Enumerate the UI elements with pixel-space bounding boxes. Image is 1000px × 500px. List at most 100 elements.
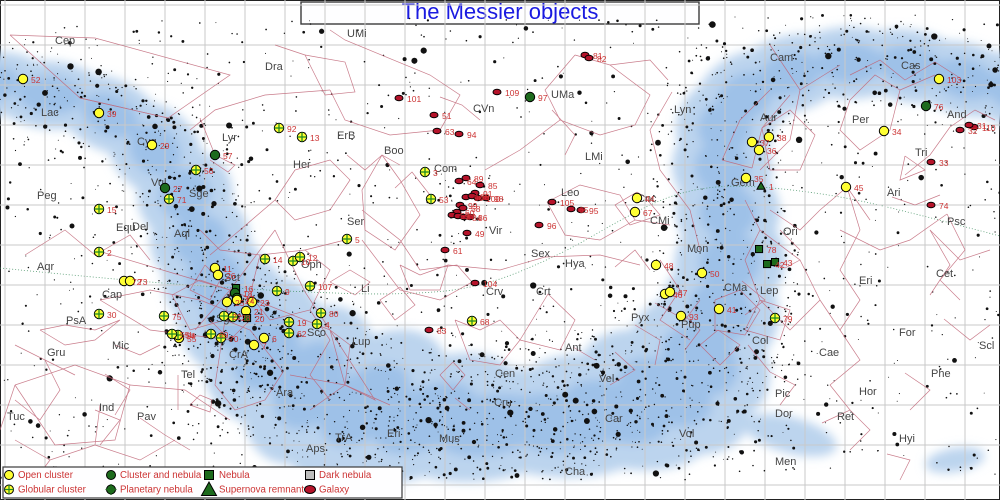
svg-text:73: 73 <box>138 277 148 287</box>
svg-text:Hor: Hor <box>859 386 877 398</box>
svg-text:29: 29 <box>160 141 170 151</box>
svg-text:67: 67 <box>643 208 653 218</box>
svg-text:Ind: Ind <box>99 402 114 414</box>
svg-text:107: 107 <box>318 282 332 292</box>
svg-text:Dra: Dra <box>265 61 284 73</box>
svg-text:Peg: Peg <box>37 190 57 202</box>
svg-text:Her: Her <box>293 159 311 171</box>
svg-text:52: 52 <box>31 75 41 85</box>
svg-text:Nebula: Nebula <box>219 470 250 481</box>
svg-text:15: 15 <box>107 205 117 215</box>
svg-text:Cet: Cet <box>936 268 953 280</box>
svg-text:103: 103 <box>947 75 961 85</box>
svg-text:Sge: Sge <box>189 188 209 200</box>
svg-text:TrA: TrA <box>335 432 353 444</box>
svg-text:86: 86 <box>478 213 488 223</box>
svg-text:13: 13 <box>310 133 320 143</box>
svg-text:Planetary nebula: Planetary nebula <box>120 485 193 496</box>
svg-text:20: 20 <box>255 314 265 324</box>
svg-text:And: And <box>947 109 967 121</box>
svg-text:45: 45 <box>854 183 864 193</box>
svg-text:82: 82 <box>597 54 607 64</box>
svg-text:Tri: Tri <box>915 147 927 159</box>
svg-text:Vel: Vel <box>599 373 614 385</box>
svg-text:Pic: Pic <box>775 388 791 400</box>
svg-text:Lyr: Lyr <box>222 132 237 144</box>
svg-text:Men: Men <box>775 456 796 468</box>
svg-text:Gru: Gru <box>47 347 65 359</box>
svg-text:33: 33 <box>939 158 949 168</box>
svg-text:50: 50 <box>710 269 720 279</box>
svg-text:109: 109 <box>505 88 519 98</box>
svg-text:CMi: CMi <box>650 215 670 227</box>
svg-text:CMa: CMa <box>724 282 748 294</box>
svg-text:UMi: UMi <box>347 28 367 40</box>
svg-text:43: 43 <box>783 258 793 268</box>
svg-text:49: 49 <box>475 229 485 239</box>
svg-text:Aps: Aps <box>306 443 325 455</box>
svg-text:25: 25 <box>235 298 245 308</box>
svg-text:Cha: Cha <box>565 466 586 478</box>
svg-text:Boo: Boo <box>384 145 404 157</box>
svg-text:Hyi: Hyi <box>899 433 915 445</box>
svg-text:Vir: Vir <box>489 225 503 237</box>
svg-text:Lep: Lep <box>760 285 778 297</box>
svg-text:Cluster and nebula: Cluster and nebula <box>120 470 202 481</box>
svg-text:2: 2 <box>107 248 112 258</box>
svg-text:55b: 55b <box>180 330 194 340</box>
svg-text:PsA: PsA <box>66 315 87 327</box>
svg-text:Eri: Eri <box>859 275 872 287</box>
svg-text:3: 3 <box>433 168 438 178</box>
svg-text:41: 41 <box>727 305 737 315</box>
svg-text:76: 76 <box>934 102 944 112</box>
svg-text:Mus: Mus <box>439 433 460 445</box>
svg-text:Ari: Ari <box>887 187 900 199</box>
svg-text:Eri: Eri <box>387 428 400 440</box>
svg-text:14: 14 <box>273 255 283 265</box>
svg-text:105: 105 <box>560 198 574 208</box>
svg-text:CrA: CrA <box>229 349 249 361</box>
svg-text:83: 83 <box>437 326 447 336</box>
svg-text:4: 4 <box>325 320 330 330</box>
svg-text:44: 44 <box>645 194 655 204</box>
svg-text:Tuc: Tuc <box>7 411 25 423</box>
svg-text:80: 80 <box>329 309 339 319</box>
svg-text:9: 9 <box>285 287 290 297</box>
svg-text:Ara: Ara <box>276 387 294 399</box>
svg-text:Open cluster: Open cluster <box>18 470 74 481</box>
svg-text:Mon: Mon <box>687 243 708 255</box>
svg-text:LMi: LMi <box>585 151 603 163</box>
svg-text:27: 27 <box>173 184 183 194</box>
svg-text:35: 35 <box>754 174 764 184</box>
svg-text:28: 28 <box>241 313 251 323</box>
svg-text:96: 96 <box>547 221 557 231</box>
svg-text:Car: Car <box>605 413 623 425</box>
svg-text:57: 57 <box>223 151 233 161</box>
svg-text:63: 63 <box>445 127 455 137</box>
svg-text:36: 36 <box>767 146 777 156</box>
svg-text:92: 92 <box>287 124 297 134</box>
svg-text:1: 1 <box>769 182 774 192</box>
svg-text:5: 5 <box>355 235 360 245</box>
svg-text:79: 79 <box>783 314 793 324</box>
svg-text:ErB: ErB <box>337 130 355 142</box>
svg-text:Col: Col <box>752 335 769 347</box>
svg-text:56: 56 <box>204 166 214 176</box>
svg-text:12: 12 <box>308 253 318 263</box>
svg-text:94: 94 <box>467 130 477 140</box>
svg-text:The Messier objects: The Messier objects <box>402 0 599 24</box>
svg-text:Cru: Cru <box>494 397 512 409</box>
svg-text:31: 31 <box>977 121 987 131</box>
svg-text:Cep: Cep <box>55 35 75 47</box>
svg-text:19: 19 <box>297 318 307 328</box>
svg-text:26: 26 <box>226 271 236 281</box>
svg-text:Dark nebula: Dark nebula <box>319 470 372 481</box>
svg-text:Aur: Aur <box>760 112 777 124</box>
svg-text:95: 95 <box>589 206 599 216</box>
svg-text:34: 34 <box>892 127 902 137</box>
svg-text:70: 70 <box>229 334 239 344</box>
svg-text:Ant: Ant <box>565 342 582 354</box>
svg-text:Sex: Sex <box>531 248 550 260</box>
svg-text:Cas: Cas <box>901 60 921 72</box>
svg-text:CVn: CVn <box>473 103 494 115</box>
